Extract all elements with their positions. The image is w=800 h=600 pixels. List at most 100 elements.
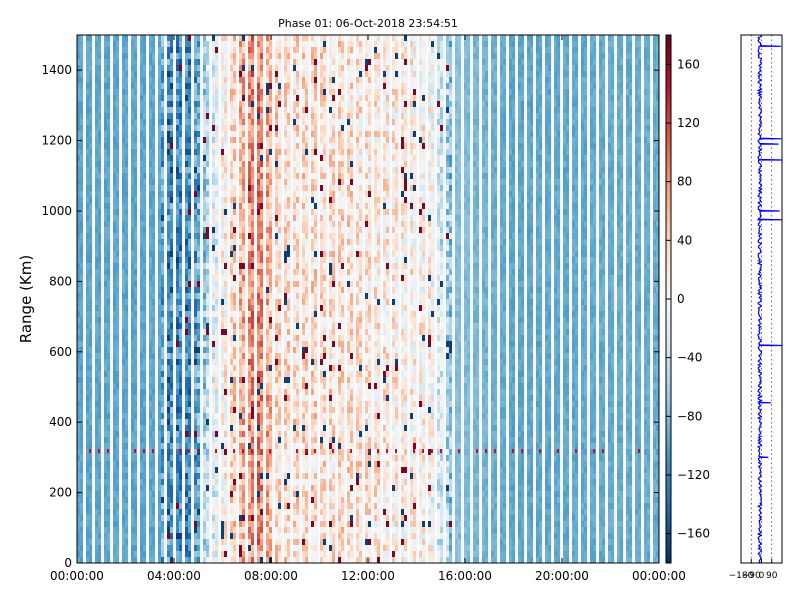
heatmap-cell [236,203,238,210]
heatmap-cell [164,533,166,540]
heatmap-cell [125,65,129,72]
heatmap-cell [221,65,225,72]
heatmap-cell [113,83,117,90]
heatmap-cell [152,371,156,378]
heatmap-cell [230,83,234,90]
heatmap-cell [233,59,237,66]
heatmap-cell [158,473,162,480]
heatmap-cell [176,275,180,282]
heatmap-cell [119,329,121,336]
heatmap-cell [98,269,102,276]
heatmap-cell [83,275,85,282]
heatmap-cell [194,323,198,330]
heatmap-cell [80,305,84,312]
heatmap-cell [128,119,130,126]
heatmap-cell [215,455,219,462]
heatmap-cell [215,149,219,156]
heatmap-cell [86,197,90,204]
heatmap-cell [80,209,84,216]
heatmap-cell [227,449,229,456]
heatmap-cell [200,239,202,246]
heatmap-cell [212,281,216,288]
heatmap-cell [101,113,103,120]
heatmap-cell [158,401,162,408]
heatmap-cell [131,41,135,48]
heatmap-cell [122,53,126,60]
heatmap-cell [176,35,180,42]
heatmap-cell [182,125,184,132]
heatmap-cell [137,125,139,132]
heatmap-cell [209,179,211,186]
heatmap-cell [158,83,162,90]
heatmap-cell [116,269,120,276]
heatmap-cell [86,119,90,126]
heatmap-cell [164,47,166,54]
heatmap-cell [113,329,117,336]
heatmap-cell [161,191,165,198]
heatmap-cell [140,257,144,264]
heatmap-cell [122,407,126,414]
heatmap-cell [98,401,102,408]
heatmap-cell [167,491,171,498]
heatmap-cell [92,173,94,180]
heatmap-cell [188,71,192,78]
heatmap-cell [203,149,207,156]
heatmap-cell [98,419,102,426]
heatmap-cell [149,143,153,150]
heatmap-cell [113,545,117,552]
heatmap-cell [92,329,94,336]
heatmap-cell [224,533,228,540]
heatmap-cell [149,533,153,540]
heatmap-cell [107,545,111,552]
heatmap-cell [230,383,234,390]
heatmap-cell [143,491,147,498]
heatmap-cell [197,161,201,168]
heatmap-cell [134,341,138,348]
heatmap-cell [191,371,193,378]
heatmap-cell [215,461,219,468]
heatmap-cell [167,203,171,210]
heatmap-cell [146,269,148,276]
heatmap-cell [230,257,234,264]
heatmap-cell [152,359,156,366]
heatmap-cell [155,71,157,78]
heatmap-cell [176,329,180,336]
heatmap-cell [242,299,246,306]
heatmap-cell [167,551,171,558]
heatmap-cell [131,401,135,408]
heatmap-cell [116,509,120,516]
heatmap-cell [191,407,193,414]
heatmap-cell [230,287,234,294]
heatmap-cell [212,473,216,480]
heatmap-cell [173,443,175,450]
heatmap-cell [179,275,183,282]
heatmap-cell [179,173,183,180]
heatmap-cell [113,335,117,342]
heatmap-cell [167,143,171,150]
heatmap-cell [185,269,189,276]
heatmap-cell [95,89,99,96]
heatmap-cell [215,557,219,564]
heatmap-cell [194,53,198,60]
heatmap-cell [200,437,202,444]
heatmap-cell [200,59,202,66]
heatmap-cell [188,329,192,336]
heatmap-cell [182,485,184,492]
heatmap-cell [173,323,175,330]
heatmap-cell [104,131,108,138]
heatmap-cell [92,245,94,252]
heatmap-cell [131,221,135,228]
heatmap-cell [230,233,234,240]
heatmap-cell [140,491,144,498]
heatmap-cell [227,551,229,558]
heatmap-cell [221,185,225,192]
heatmap-cell [212,335,216,342]
heatmap-cell [119,425,121,432]
heatmap-cell [131,179,135,186]
heatmap-cell [230,161,234,168]
heatmap-cell [110,305,112,312]
heatmap-cell [134,251,138,258]
heatmap-cell [89,347,93,354]
heatmap-cell [155,245,157,252]
heatmap-cell [206,113,210,120]
